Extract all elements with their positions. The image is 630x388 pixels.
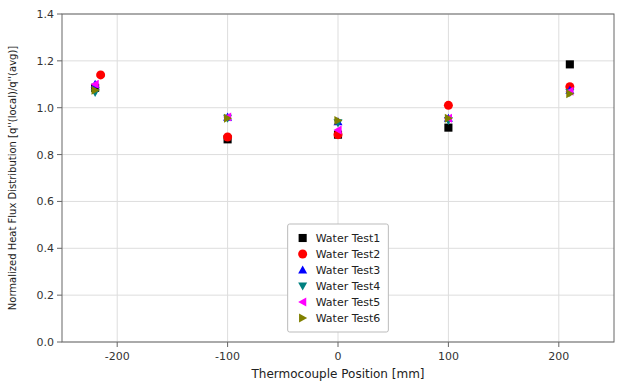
- grid-line-y: [62, 60, 614, 61]
- series: [91, 60, 574, 143]
- series: [91, 80, 575, 126]
- grid-line-y: [62, 201, 614, 202]
- tick-label-y: 0.6: [37, 195, 55, 208]
- point: [566, 89, 574, 98]
- tick-y: [57, 201, 62, 202]
- tick-label-x: 0: [335, 350, 342, 363]
- point: [444, 101, 453, 110]
- grid-line-x: [227, 14, 228, 342]
- tick-x: [338, 342, 339, 347]
- tick-y: [57, 107, 62, 108]
- tick-label-y: 0.2: [37, 289, 55, 302]
- grid-line-x: [558, 14, 559, 342]
- tick-label-y: 1.4: [37, 8, 55, 21]
- background: [0, 0, 630, 388]
- tick-label-y: 1.0: [37, 102, 55, 115]
- legend-marker: [299, 314, 307, 323]
- grid-line-y: [62, 154, 614, 155]
- point: [92, 86, 100, 95]
- tick-label-y: 0.4: [37, 242, 55, 255]
- tick-x: [117, 342, 118, 347]
- legend-label: Water Test2: [316, 248, 381, 261]
- legend-marker: [298, 298, 306, 307]
- legend-label: Water Test3: [316, 264, 381, 277]
- legend-marker: [298, 282, 307, 290]
- tick-label-x: -100: [215, 350, 240, 363]
- grid-line-x: [117, 14, 118, 342]
- legend-marker: [299, 234, 307, 242]
- series: [91, 89, 575, 128]
- legend-label: Water Test6: [316, 312, 381, 325]
- legend: Water Test1 Water Test2 Water Test3 Water T…: [288, 224, 389, 332]
- tick-y: [57, 60, 62, 61]
- tick-y: [57, 154, 62, 155]
- tick-y: [57, 248, 62, 249]
- tick-label-x: 200: [548, 350, 569, 363]
- y-axis-label: Normalized Heat Flux Distribution [q''(l…: [7, 46, 18, 311]
- point: [445, 114, 453, 123]
- tick-label-y: 1.2: [37, 55, 55, 68]
- legend-box: [288, 224, 389, 332]
- tick-label-y: 0.8: [37, 149, 55, 162]
- grid: [62, 14, 614, 342]
- legend-marker: [298, 250, 307, 259]
- point: [566, 60, 574, 68]
- tick-y: [57, 295, 62, 296]
- tick-y: [57, 14, 62, 15]
- tick-label-x: -200: [105, 350, 130, 363]
- tick-x: [448, 342, 449, 347]
- plot-frame: [62, 14, 614, 342]
- tick-label-x: 100: [438, 350, 459, 363]
- tick-x: [227, 342, 228, 347]
- legend-marker: [298, 266, 307, 274]
- point: [334, 125, 342, 134]
- series: [92, 86, 575, 125]
- legend-label: Water Test4: [316, 280, 381, 293]
- point: [334, 116, 342, 125]
- point: [96, 70, 105, 79]
- point: [224, 114, 232, 123]
- point: [223, 133, 232, 142]
- legend-label: Water Test5: [316, 296, 381, 309]
- points: [91, 60, 575, 143]
- grid-line-x: [448, 14, 449, 342]
- axes: -200 -100 0 100 200 0.0 0.2 0.4 0.6 0.8 1.0 1.2 1.4: [37, 8, 615, 363]
- point: [444, 114, 452, 123]
- tick-y: [57, 342, 62, 343]
- series: [96, 70, 574, 141]
- series: [91, 80, 574, 135]
- tick-x: [558, 342, 559, 347]
- x-axis-label: Thermocouple Position [mm]: [250, 367, 424, 381]
- grid-line-y: [62, 107, 614, 108]
- chart: -200 -100 0 100 200 0.0 0.2 0.4 0.6 0.8 1.0 1.2 1.4 T…: [0, 0, 630, 388]
- point: [444, 114, 453, 122]
- legend-label: Water Test1: [316, 232, 381, 245]
- tick-label-y: 0.0: [37, 336, 55, 349]
